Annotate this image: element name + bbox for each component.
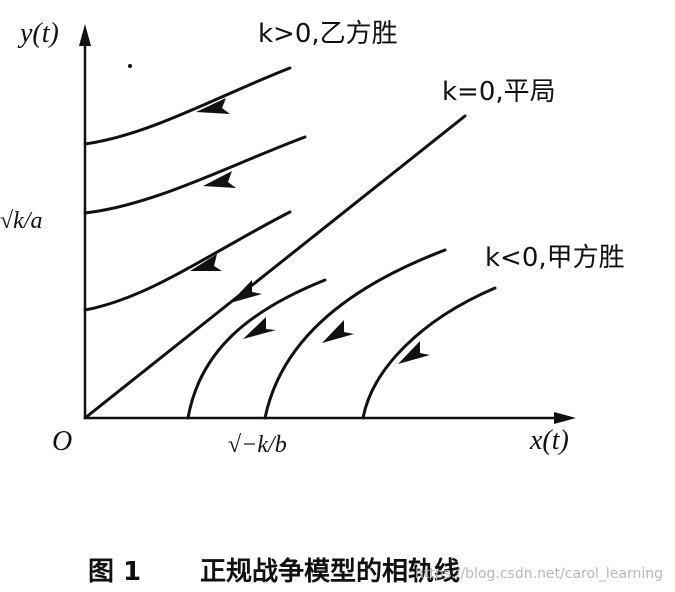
y-axis-label: y(t) [17, 18, 59, 49]
stray-dot [128, 64, 132, 68]
trajectories-k-negative [186, 248, 497, 420]
y-tick-label: √k/a [0, 208, 43, 234]
annotation-k-positive: k>0,乙方胜 [258, 19, 398, 49]
trajectory-upper-1 [83, 66, 292, 146]
trajectory-arrow-6 [398, 341, 430, 364]
trajectory-arrow-5 [322, 320, 354, 343]
trajectory-lower-2 [263, 248, 447, 420]
axes [79, 24, 576, 424]
trajectories-k-positive [83, 66, 307, 312]
trajectory-arrow-2 [203, 171, 236, 188]
watermark: https://blog.csdn.net/carol_learning [415, 566, 663, 582]
trajectory-k-zero [83, 114, 467, 420]
trajectory-arrow-diagonal [230, 280, 262, 303]
origin-label: O [52, 426, 72, 457]
trajectory-arrow-4 [243, 317, 276, 339]
caption-title: 正规战争模型的相轨线 [200, 556, 460, 587]
trajectory-arrow-3 [190, 254, 222, 271]
trajectory-upper-2 [83, 135, 307, 215]
caption-number: 图 1 [88, 557, 141, 587]
trajectory-arrow-1 [196, 98, 230, 114]
y-axis-arrowhead [79, 24, 91, 46]
trajectory-upper-3 [83, 210, 292, 312]
trajectory-diagonal [83, 114, 467, 420]
x-axis-arrowhead [554, 412, 576, 424]
annotation-k-zero: k=0,平局 [442, 77, 556, 107]
trajectory-lower-3 [361, 286, 497, 420]
annotation-k-negative: k<0,甲方胜 [485, 243, 625, 273]
trajectory-lower-1 [186, 278, 327, 420]
x-tick-label: √−k/b [228, 432, 287, 458]
x-axis-label: x(t) [529, 425, 569, 456]
